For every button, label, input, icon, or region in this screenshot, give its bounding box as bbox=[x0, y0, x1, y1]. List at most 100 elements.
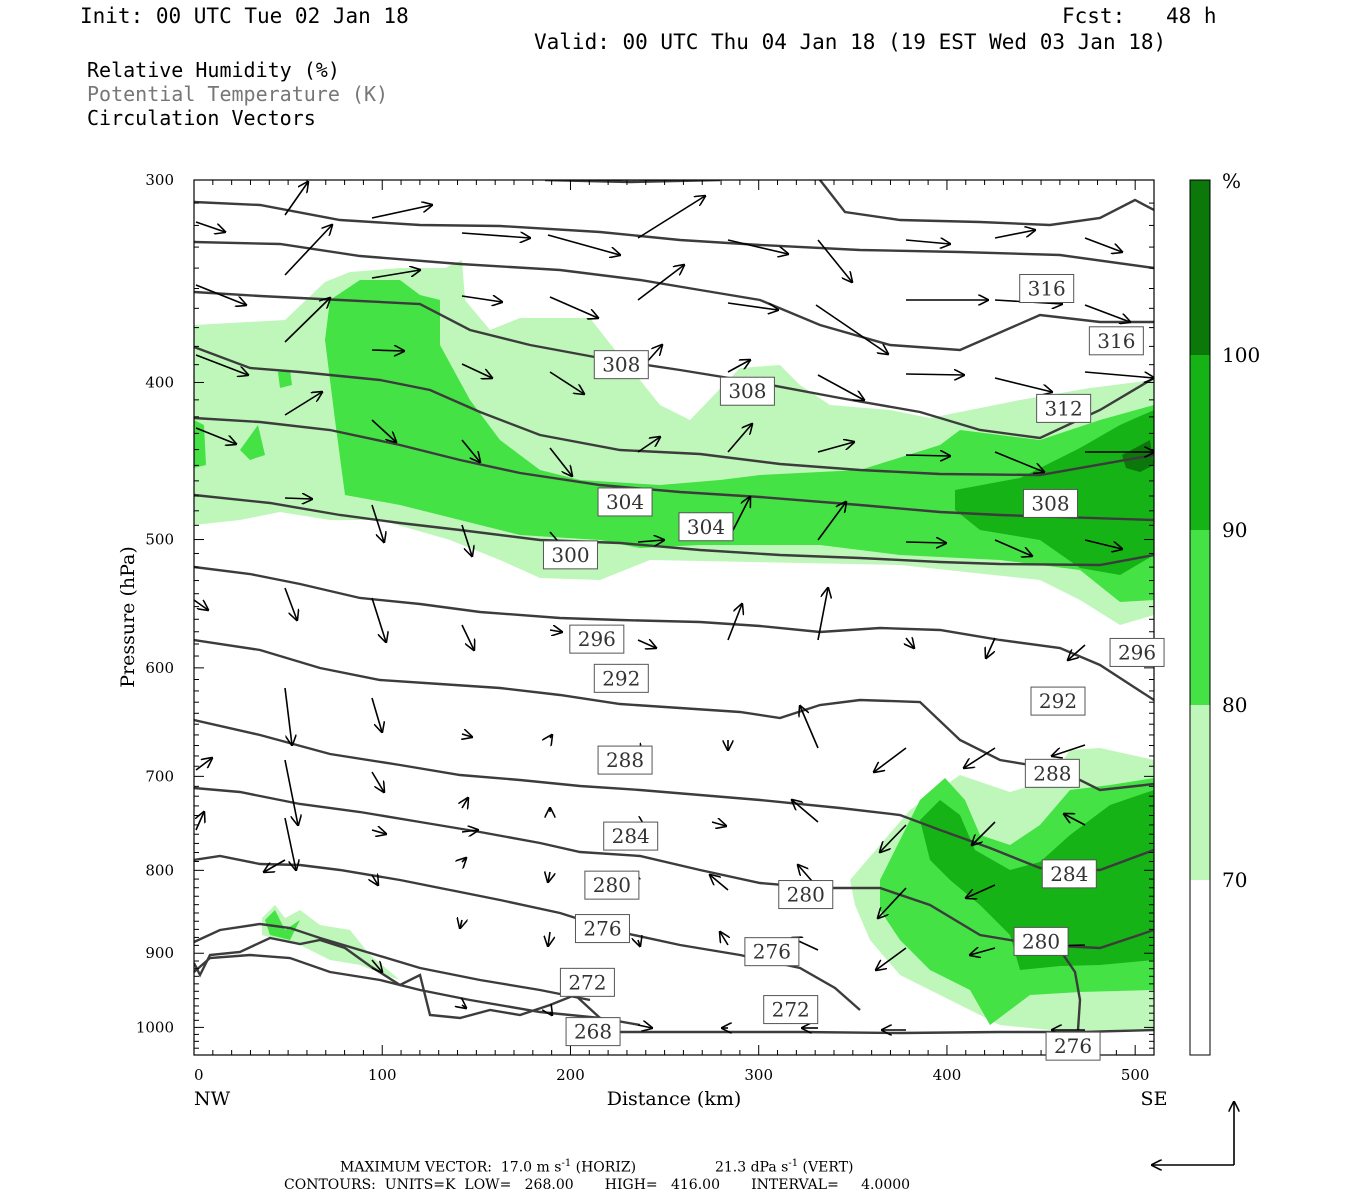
colorbar-label-100: 100 bbox=[1222, 343, 1260, 367]
isentrope-label: 288 bbox=[597, 745, 653, 775]
max-vector-vert-sup: -1 bbox=[788, 1158, 799, 1169]
isentrope-label-box bbox=[559, 967, 615, 997]
isentrope-label-text: 280 bbox=[593, 873, 631, 897]
colorbar-unit: % bbox=[1222, 169, 1241, 193]
isentrope-label-box bbox=[744, 937, 800, 967]
init-time: Init: 00 UTC Tue 02 Jan 18 bbox=[80, 4, 409, 28]
isentrope-label-text: 292 bbox=[602, 666, 640, 690]
x-tick-label: 200 bbox=[556, 1066, 585, 1084]
isentrope-268 bbox=[194, 953, 641, 1027]
rh-90-region-lower bbox=[920, 790, 1154, 970]
isentrope-280 bbox=[194, 786, 1154, 950]
colorbar-seg-below bbox=[1190, 880, 1210, 1055]
isentrope-label-text: 284 bbox=[1050, 862, 1088, 886]
isentrope-label: 316 bbox=[1088, 326, 1144, 356]
y-tick-label: 300 bbox=[145, 171, 174, 189]
colorbar-seg-80 bbox=[1190, 530, 1210, 706]
max-vector-vert-unit: dPa s bbox=[750, 1159, 789, 1176]
isentrope-320 bbox=[544, 180, 1154, 227]
y-tick-label: 700 bbox=[145, 767, 174, 785]
isentrope-label-box bbox=[1019, 273, 1075, 303]
isentrope-label-text: 280 bbox=[787, 883, 825, 907]
isentrope-label: 272 bbox=[559, 967, 615, 997]
isentrope-label-text: 304 bbox=[687, 515, 725, 539]
isentrope-label: 268 bbox=[565, 1017, 621, 1047]
isentrope-label-text: 280 bbox=[1022, 929, 1060, 953]
circulation-vectors bbox=[194, 182, 1154, 1030]
x-tick-label: 300 bbox=[744, 1066, 773, 1084]
isentrope-296 bbox=[194, 493, 1154, 567]
isentrope-label-box bbox=[778, 880, 834, 910]
max-vector-prefix: MAXIMUM VECTOR: bbox=[340, 1159, 492, 1176]
max-vector-vert-tag: (VERT) bbox=[802, 1159, 854, 1176]
isentrope-label: 308 bbox=[1022, 488, 1078, 518]
rh-80-region-upper bbox=[325, 280, 1154, 602]
isentrope-label: 316 bbox=[1019, 273, 1075, 303]
isentrope-label-box bbox=[678, 512, 734, 542]
rh-80-spot-2 bbox=[240, 425, 265, 460]
isentropes bbox=[194, 180, 1154, 1035]
isentrope-label: 312 bbox=[1036, 393, 1092, 423]
footer-contours: CONTOURS: UNITS=K LOW= 268.00 HIGH= 416.… bbox=[284, 1177, 911, 1193]
colorbar-seg-70 bbox=[1190, 705, 1210, 881]
max-vector-horiz-sup: -1 bbox=[561, 1158, 572, 1169]
axis-ticks bbox=[193, 179, 1155, 1056]
isentrope-label: 284 bbox=[603, 821, 659, 851]
isentrope-label-text: 312 bbox=[1045, 396, 1083, 420]
isentrope-label: 304 bbox=[678, 512, 734, 542]
isentrope-304 bbox=[194, 345, 1154, 477]
rh-80-spot bbox=[355, 368, 380, 385]
isentrope-label-text: 276 bbox=[583, 917, 621, 941]
isentrope-label-text: 284 bbox=[612, 824, 650, 848]
forecast-hour: 48 h bbox=[1166, 4, 1217, 28]
rh-80-spot-3 bbox=[194, 420, 206, 468]
isentrope-284 bbox=[194, 718, 1154, 872]
y-tick-label: 500 bbox=[145, 531, 174, 549]
isentrope-label-text: 272 bbox=[568, 970, 606, 994]
isentrope-label-box bbox=[763, 995, 819, 1025]
isentrope-label-text: 316 bbox=[1097, 329, 1135, 353]
footer-max-vector: MAXIMUM VECTOR: 17.0 m s-1 (HORIZ) 21.3 … bbox=[340, 1158, 853, 1176]
isentrope-label: 276 bbox=[574, 914, 630, 944]
isentrope-label-box bbox=[542, 540, 598, 570]
isentrope-272 bbox=[194, 922, 591, 1002]
isentrope-label-box bbox=[569, 624, 625, 654]
isentrope-label-text: 308 bbox=[1031, 491, 1069, 515]
isentrope-label-box bbox=[574, 914, 630, 944]
isentrope-label-text: 292 bbox=[1039, 689, 1077, 713]
colorbar-frame bbox=[1189, 179, 1211, 1056]
max-vector-vert: 21.3 bbox=[714, 1159, 747, 1176]
isentrope-label: 296 bbox=[569, 624, 625, 654]
isentrope-label-box bbox=[1013, 926, 1069, 956]
x-axis-title: Distance (km) bbox=[607, 1088, 742, 1110]
isentrope-label-box bbox=[1041, 859, 1097, 889]
isentrope-label: 296 bbox=[1109, 637, 1165, 667]
y-tick-label: 900 bbox=[145, 944, 174, 962]
isentrope-label: 292 bbox=[593, 663, 649, 693]
isentrope-label: 272 bbox=[763, 995, 819, 1025]
isentrope-label-box bbox=[719, 376, 775, 406]
x-tick-label: 0 bbox=[194, 1066, 204, 1084]
isentrope-label: 308 bbox=[593, 350, 649, 380]
isentrope-label-box bbox=[597, 487, 653, 517]
isentrope-label-box bbox=[593, 350, 649, 380]
y-tick-label: 1000 bbox=[136, 1018, 174, 1036]
isentrope-288 bbox=[194, 638, 1154, 792]
isentrope-label: 276 bbox=[1045, 1031, 1101, 1061]
isentrope-label-box bbox=[1024, 758, 1080, 788]
isentrope-label-box bbox=[1045, 1031, 1101, 1061]
reference-vector bbox=[1152, 1102, 1234, 1165]
max-vector-horiz: 17.0 bbox=[500, 1159, 533, 1176]
valid-time: Valid: 00 UTC Thu 04 Jan 18 (19 EST Wed … bbox=[534, 30, 1167, 54]
isentrope-label-text: 308 bbox=[602, 353, 640, 377]
y-tick-label: 600 bbox=[145, 659, 174, 677]
isentrope-label-text: 304 bbox=[606, 490, 644, 514]
isentrope-label: 280 bbox=[778, 880, 834, 910]
isentrope-label-text: 272 bbox=[772, 998, 810, 1022]
x-tick-label: 400 bbox=[933, 1066, 962, 1084]
isentrope-label-box bbox=[1036, 393, 1092, 423]
rh-80-region-sfc bbox=[265, 910, 300, 940]
isentrope-label-box bbox=[1030, 686, 1086, 716]
isentrope-292 bbox=[194, 565, 1154, 702]
y-tick-label: 400 bbox=[145, 373, 174, 391]
